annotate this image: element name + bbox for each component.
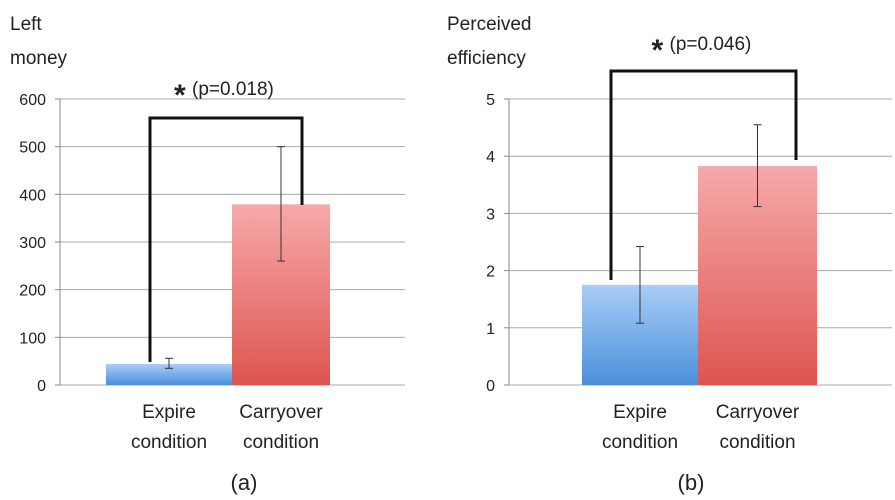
y-axis-label: money bbox=[10, 48, 68, 69]
y-tick-label: 600 bbox=[19, 92, 46, 109]
y-tick-label: 0 bbox=[37, 378, 46, 395]
x-category-label: condition bbox=[602, 432, 678, 453]
y-axis-label: Left bbox=[10, 14, 42, 35]
panel-label: (a) bbox=[231, 470, 258, 495]
bar bbox=[106, 364, 232, 385]
y-tick-label: 0 bbox=[486, 378, 495, 395]
chart-panel-1: 0 100 200 300 400 500 600 Left money Expire condit… bbox=[10, 14, 405, 495]
significance-bracket bbox=[148, 116, 304, 362]
y-tick-label: 4 bbox=[486, 149, 495, 166]
x-category-label: condition bbox=[131, 432, 207, 453]
x-category-label: Carryover bbox=[716, 402, 800, 423]
y-tick-label: 300 bbox=[19, 235, 46, 252]
significance-label: (p=0.018) bbox=[192, 79, 274, 100]
chart-panel-2: 0 1 2 3 4 5 Perceived efficiency Expire condition… bbox=[447, 14, 892, 495]
y-tick-label: 2 bbox=[486, 264, 495, 281]
y-tick-label: 200 bbox=[19, 283, 46, 300]
y-axis-label: efficiency bbox=[447, 48, 526, 69]
x-category-label: Expire bbox=[142, 402, 196, 423]
x-category-label: condition bbox=[243, 432, 319, 453]
x-category-label: condition bbox=[719, 432, 795, 453]
significance-star: * bbox=[652, 34, 664, 67]
x-category-label: Carryover bbox=[239, 402, 323, 423]
y-axis-label: Perceived bbox=[447, 14, 532, 35]
y-tick-label: 500 bbox=[19, 140, 46, 157]
x-category-label: Expire bbox=[613, 402, 667, 423]
y-tick-label: 3 bbox=[486, 206, 495, 223]
significance-bracket bbox=[609, 69, 798, 280]
y-tick-label: 400 bbox=[19, 187, 46, 204]
y-tick-label: 100 bbox=[19, 330, 46, 347]
panel-label: (b) bbox=[678, 470, 705, 495]
significance-star: * bbox=[174, 79, 186, 112]
y-tick-label: 5 bbox=[486, 92, 495, 109]
significance-label: (p=0.046) bbox=[670, 34, 752, 55]
y-tick-label: 1 bbox=[486, 321, 495, 338]
